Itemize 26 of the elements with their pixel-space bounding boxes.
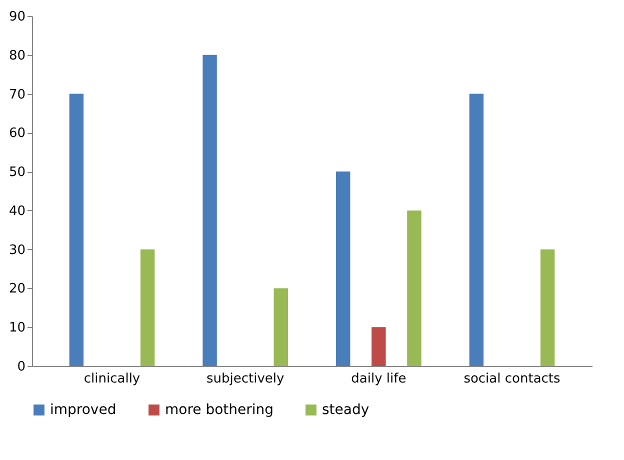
bar xyxy=(407,210,422,366)
bar xyxy=(372,327,386,366)
y-tick-label: 70 xyxy=(8,87,26,102)
x-tick-label: social contacts xyxy=(464,372,561,386)
bar xyxy=(274,288,288,366)
bar xyxy=(202,54,217,366)
y-tick-label: 40 xyxy=(8,204,26,219)
y-tick-label: 0 xyxy=(17,360,26,374)
bar xyxy=(336,172,350,366)
y-tick-label: 50 xyxy=(8,165,26,180)
bar xyxy=(469,94,484,366)
bar xyxy=(540,249,555,366)
x-tick-label: clinically xyxy=(84,372,140,386)
x-tick-label: daily life xyxy=(351,372,406,386)
y-tick-label: 10 xyxy=(8,320,26,336)
legend-label: improved xyxy=(50,402,116,418)
y-tick-label: 80 xyxy=(8,48,26,64)
y-tick-label: 20 xyxy=(8,282,26,297)
legend-label: steady xyxy=(322,402,370,418)
bar xyxy=(140,249,155,366)
y-tick-label: 60 xyxy=(8,126,26,142)
x-tick-label: subjectively xyxy=(206,372,284,386)
y-tick-label: 30 xyxy=(8,242,26,258)
bar xyxy=(69,94,84,366)
y-tick-label: 90 xyxy=(8,10,26,24)
legend-label: more bothering xyxy=(165,402,274,418)
